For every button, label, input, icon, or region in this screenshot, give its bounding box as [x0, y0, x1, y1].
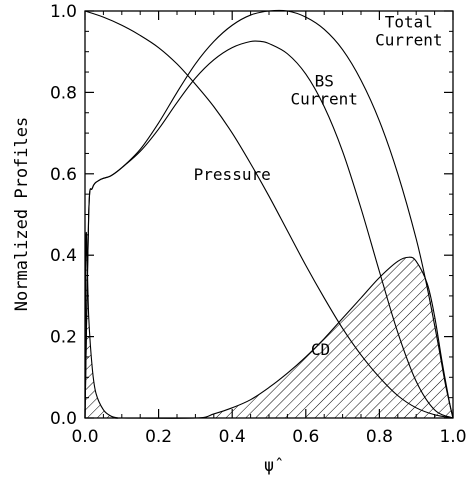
- x-tick-label: 0.2: [145, 427, 172, 447]
- y-tick-label: 0.2: [50, 328, 77, 348]
- x-tick-label: 0.8: [366, 427, 393, 447]
- annotation-bs: BS: [315, 71, 334, 90]
- series-cd-hatched-area: [85, 232, 453, 419]
- y-tick-label: 0.4: [50, 246, 77, 266]
- annotation-current: Current: [375, 31, 442, 50]
- x-axis-label: ψ̂: [264, 456, 282, 476]
- annotation-cd: CD: [311, 340, 330, 359]
- series-total-current-line: [84, 9, 454, 419]
- annotation-current: Current: [290, 90, 357, 109]
- x-tick-label: 0.6: [292, 427, 319, 447]
- x-tick-label: 0.4: [219, 427, 246, 447]
- y-tick-label: 1.0: [50, 2, 77, 22]
- annotation-pressure: Pressure: [194, 165, 271, 184]
- y-tick-label: 0.0: [50, 409, 77, 429]
- x-tick-label: 1.0: [439, 427, 466, 447]
- x-tick-label: 0.0: [71, 427, 98, 447]
- annotation-total: Total: [385, 12, 433, 31]
- axes: 0.00.0 0.2 0.2 0.4 0.4 0.6 0.6 0.8 0.8 1.0 1.0: [50, 2, 467, 447]
- series-cd-line: [84, 231, 454, 419]
- y-tick-label: 0.8: [50, 83, 77, 103]
- y-tick-label: 0.6: [50, 165, 77, 185]
- y-axis-label: Normalized Profiles: [12, 117, 32, 311]
